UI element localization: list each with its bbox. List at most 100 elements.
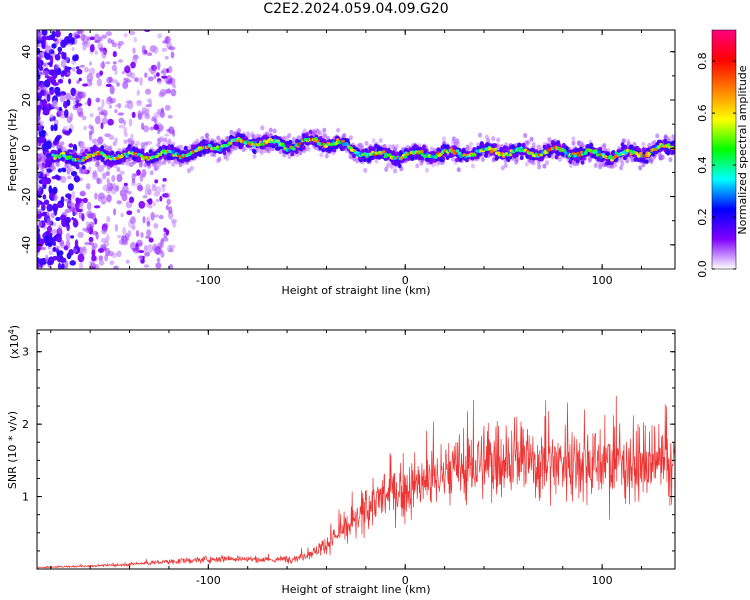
heatmap-blob xyxy=(364,140,369,146)
heatmap-blob xyxy=(114,109,118,114)
heatmap-blob xyxy=(37,185,42,192)
heatmap-blob xyxy=(147,76,154,82)
heatmap-blob xyxy=(397,163,402,169)
heatmap-blob xyxy=(77,253,85,263)
heatmap-blob xyxy=(341,139,345,143)
heatmap-blob xyxy=(143,141,148,147)
heatmap-blob xyxy=(51,43,57,49)
heatmap-blob xyxy=(282,144,286,148)
heatmap-blob xyxy=(38,72,43,76)
heatmap-blob xyxy=(581,156,586,161)
heatmap-blob xyxy=(268,127,273,133)
colorbar-ticks: 0.00.20.40.60.8 xyxy=(696,52,736,278)
heatmap-blob xyxy=(48,185,53,194)
heatmap-blob xyxy=(155,246,162,256)
heatmap-blob xyxy=(162,236,169,242)
heatmap-blob xyxy=(46,76,54,83)
heatmap-blob xyxy=(100,243,107,251)
heatmap-blob xyxy=(118,239,125,245)
heatmap-blob xyxy=(74,90,81,100)
chart-title: C2E2.2024.059.04.09.G20 xyxy=(263,1,449,17)
heatmap-blob xyxy=(348,135,353,141)
heatmap-blob xyxy=(118,59,123,63)
heatmap-blob xyxy=(82,45,87,51)
heatmap-blob xyxy=(252,149,257,155)
heatmap-blob xyxy=(84,67,89,73)
heatmap-blob xyxy=(164,89,172,95)
heatmap-blob xyxy=(50,124,55,132)
heatmap-blob xyxy=(60,59,66,68)
heatmap-blob xyxy=(42,98,47,108)
heatmap-blob xyxy=(102,172,107,180)
heatmap-blob xyxy=(668,157,673,163)
heatmap-blob xyxy=(41,30,48,36)
heatmap-blob xyxy=(441,156,445,161)
heatmap-blob xyxy=(519,155,524,161)
heatmap-blob xyxy=(288,139,293,145)
heatmap-blob xyxy=(46,93,51,102)
heatmap-blob xyxy=(41,164,45,169)
heatmap-blob xyxy=(637,154,641,158)
heatmap-blob xyxy=(76,80,80,84)
heatmap-blob xyxy=(171,161,176,167)
snr-xtick-label: 100 xyxy=(592,574,613,587)
heatmap-blob xyxy=(153,214,160,218)
heatmap-blob xyxy=(89,113,94,118)
heatmap-xtick-label: 0 xyxy=(402,274,409,287)
heatmap-blob xyxy=(323,133,328,139)
heatmap-blob xyxy=(140,232,144,238)
heatmap-blob xyxy=(619,165,624,171)
snr-ytick-label: 3 xyxy=(22,346,29,359)
heatmap-blob xyxy=(215,145,220,149)
heatmap-blob xyxy=(161,67,168,76)
heatmap-blob xyxy=(547,153,552,158)
heatmap-blob xyxy=(388,153,392,157)
heatmap-blob xyxy=(68,78,72,85)
heatmap-blob xyxy=(54,106,60,110)
heatmap-blob xyxy=(117,43,121,50)
heatmap-blob xyxy=(82,227,89,232)
heatmap-blob xyxy=(610,163,615,169)
heatmap-blob xyxy=(52,38,58,42)
heatmap-blob xyxy=(319,152,324,158)
heatmap-blob xyxy=(160,107,165,113)
heatmap-blob xyxy=(75,66,80,70)
heatmap-blob xyxy=(51,142,55,148)
heatmap-blob xyxy=(107,38,112,44)
heatmap-blob xyxy=(282,152,287,158)
heatmap-blob xyxy=(113,208,117,216)
heatmap-xlabel: Height of straight line (km) xyxy=(281,284,430,297)
heatmap-blob xyxy=(352,153,356,158)
heatmap-blob xyxy=(65,208,70,213)
heatmap-blob xyxy=(140,122,145,131)
heatmap-blob xyxy=(165,139,170,145)
heatmap-blob xyxy=(568,159,573,164)
heatmap-blob xyxy=(44,132,49,137)
heatmap-blob xyxy=(136,208,141,214)
heatmap-blob xyxy=(218,148,222,152)
colorbar-tick-label: 0.4 xyxy=(696,156,709,174)
heatmap-blob xyxy=(292,147,296,151)
heatmap-blob xyxy=(602,143,607,148)
heatmap-blob xyxy=(131,221,136,230)
heatmap-blob xyxy=(45,140,52,150)
heatmap-blob xyxy=(114,266,118,269)
heatmap-blob xyxy=(42,110,50,116)
heatmap-blob xyxy=(41,176,47,180)
heatmap-blob xyxy=(107,250,114,257)
heatmap-blob xyxy=(195,138,200,144)
heatmap-blob xyxy=(335,138,340,142)
heatmap-blob xyxy=(410,156,415,161)
heatmap-blob xyxy=(85,183,91,190)
heatmap-blob xyxy=(114,67,118,76)
heatmap-blob xyxy=(605,151,610,156)
heatmap-blob xyxy=(153,74,157,79)
heatmap-blob xyxy=(613,154,618,158)
heatmap-blob xyxy=(88,156,93,162)
heatmap-blob xyxy=(139,76,143,86)
heatmap-blob xyxy=(88,132,93,141)
heatmap-blob xyxy=(72,98,77,106)
heatmap-blob xyxy=(105,31,112,37)
heatmap-blob xyxy=(455,149,460,153)
heatmap-blob xyxy=(164,104,171,111)
